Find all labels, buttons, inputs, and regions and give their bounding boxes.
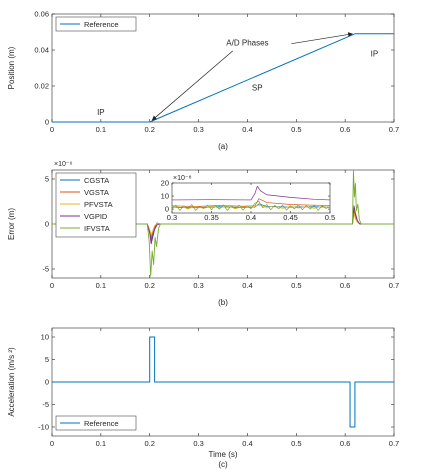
chart-b: 0 0.1 0.2 0.3 0.4 0.5 0.6 0.7-505 ×10⁻⁶ Error (… xyxy=(7,161,399,307)
chart-a-caption: (a) xyxy=(218,142,228,151)
chart-a-legend-label-reference: Reference xyxy=(84,20,119,29)
chart-b-inset-y-tick-label: 0 xyxy=(165,205,169,214)
chart-b-series-vgpid xyxy=(52,205,394,245)
chart-b-caption: (b) xyxy=(218,298,228,307)
chart-b-ticks: 0 0.1 0.2 0.3 0.4 0.5 0.6 0.7-505 xyxy=(42,170,399,290)
chart-a-x-tick-label: 0.2 xyxy=(144,125,154,134)
chart-c-ticks: 0 0.1 0.2 0.3 0.4 0.5 0.6 0.7 -10 -5 0 5 10 xyxy=(38,328,399,448)
chart-b-x-tick-label: 0.2 xyxy=(144,281,154,290)
chart-c-x-tick-label: 0.3 xyxy=(193,439,203,448)
chart-a: 0 0.1 0.2 0.3 0.4 0.5 0.6 0.7 0 0.02 0.04 0.06 A/D … xyxy=(7,10,399,152)
chart-b-x-tick-label: 0.5 xyxy=(291,281,301,290)
chart-c-legend-label-reference: Reference xyxy=(84,419,119,428)
chart-c-x-tick-label: 0.7 xyxy=(389,439,399,448)
chart-b-y-axis-label: Error (m) xyxy=(7,208,16,240)
chart-c-series-reference xyxy=(52,336,394,428)
chart-b-x-tick-label: 0.7 xyxy=(389,281,399,290)
chart-b-legend-label-ifvsta: IFVSTA xyxy=(84,224,110,233)
chart-b-inset-series-vgpid xyxy=(171,185,331,201)
chart-a-y-tick-label: 0 xyxy=(45,118,49,127)
chart-a-legend-box xyxy=(55,16,137,32)
chart-c: 0 0.1 0.2 0.3 0.4 0.5 0.6 0.7 -10 -5 0 5 10 Accelera… xyxy=(7,327,399,469)
chart-b-inset-x-tick-label: 0.45 xyxy=(283,213,298,222)
chart-b-x-tick-label: 0 xyxy=(50,281,54,290)
chart-b-inset-series xyxy=(171,185,331,211)
chart-a-annotation-ip: IP xyxy=(97,108,105,117)
chart-c-caption: (c) xyxy=(218,460,228,469)
chart-a-y-tick-label: 0.04 xyxy=(34,46,49,55)
chart-c-x-tick-label: 0.1 xyxy=(96,439,106,448)
chart-c-x-tick-label: 0.5 xyxy=(291,439,301,448)
chart-b-x-tick-label: 0.1 xyxy=(96,281,106,290)
chart-c-y-axis-label: Acceleration (m/s ²) xyxy=(7,347,16,417)
chart-a-x-tick-label: 0 xyxy=(50,125,54,134)
chart-c-legend: Reference xyxy=(55,415,137,431)
chart-c-y-tick-label: -10 xyxy=(38,423,49,432)
chart-b-legend-box xyxy=(55,172,137,238)
chart-c-legend-box xyxy=(55,415,137,431)
chart-c-x-tick-label: 0.4 xyxy=(242,439,252,448)
chart-b-legend-label-pfvsta: PFVSTA xyxy=(84,200,113,209)
chart-b-inset-series-pfvsta xyxy=(171,204,331,210)
chart-a-annotations: A/D Phases SP IP IP xyxy=(97,32,379,121)
chart-b-y-tick-label: 0 xyxy=(45,220,49,229)
chart-a-annotation-arrow xyxy=(291,32,353,45)
chart-a-x-tick-label: 0.1 xyxy=(96,125,106,134)
chart-a-annotation-a-d-phases: A/D Phases xyxy=(226,39,268,48)
chart-a-x-tick-label: 0.7 xyxy=(389,125,399,134)
chart-a-series xyxy=(52,33,394,123)
chart-b-series-pfvsta xyxy=(52,212,394,236)
chart-c-x-axis-label: Time (s) xyxy=(208,450,237,459)
chart-b-inset-x-tick-label: 0.35 xyxy=(204,213,219,222)
chart-b-inset-y-exponent: ×10⁻⁸ xyxy=(173,175,192,182)
chart-a-annotation-ip: IP xyxy=(371,49,379,58)
chart-a-series-reference xyxy=(52,33,394,123)
chart-b-inset-y-tick-label: 20 xyxy=(161,179,169,188)
chart-b-legend-label-vgpid: VGPID xyxy=(84,212,108,221)
chart-a-x-tick-label: 0.4 xyxy=(242,125,252,134)
chart-b-series xyxy=(52,170,394,277)
chart-a-legend: Reference xyxy=(55,16,137,32)
chart-b-inset-y-tick-label: 10 xyxy=(161,192,169,201)
chart-b-legend: CGSTA VGSTA PFVSTA VGPID IFVSTA xyxy=(55,172,137,238)
chart-c-y-tick-label: 0 xyxy=(45,378,49,387)
chart-b-inset-x-tick-label: 0.4 xyxy=(246,213,256,222)
chart-b-inset-x-tick-label: 0.3 xyxy=(167,213,177,222)
chart-a-y-tick-label: 0.02 xyxy=(34,82,49,91)
chart-c-x-tick-label: 0.2 xyxy=(144,439,154,448)
chart-c-y-tick-label: -5 xyxy=(42,400,49,409)
chart-a-y-tick-label: 0.06 xyxy=(34,10,49,19)
chart-a-annotation-arrow xyxy=(151,50,233,121)
chart-a-y-axis-label: Position (m) xyxy=(7,46,16,89)
chart-b-inset-x-tick-label: 0.5 xyxy=(325,213,335,222)
chart-b-y-exponent: ×10⁻⁶ xyxy=(54,161,73,168)
chart-a-x-tick-label: 0.3 xyxy=(193,125,203,134)
chart-b-inset-ticks: 0.3 0.35 0.4 0.45 0.5 0 10 20 xyxy=(161,179,336,223)
chart-b-x-tick-label: 0.3 xyxy=(193,281,203,290)
chart-c-series xyxy=(52,336,394,428)
chart-b-series-ifvsta xyxy=(52,170,394,277)
chart-a-ticks: 0 0.1 0.2 0.3 0.4 0.5 0.6 0.7 0 0.02 0.04 0.06 xyxy=(34,10,399,135)
chart-c-x-tick-label: 0 xyxy=(50,439,54,448)
chart-b-x-tick-label: 0.4 xyxy=(242,281,252,290)
chart-a-annotation-sp: SP xyxy=(252,84,263,93)
chart-b-legend-label-cgsta: CGSTA xyxy=(84,176,109,185)
chart-b-inset-series-ifvsta xyxy=(171,200,331,211)
chart-b-x-tick-label: 0.6 xyxy=(340,281,350,290)
chart-a-plot-area xyxy=(51,13,395,123)
chart-b-inset: 0.3 0.35 0.4 0.45 0.5 0 10 20 ×10⁻⁸ xyxy=(161,175,336,222)
chart-c-x-tick-label: 0.6 xyxy=(340,439,350,448)
chart-a-x-tick-label: 0.6 xyxy=(340,125,350,134)
chart-c-y-tick-label: 10 xyxy=(41,333,49,342)
chart-a-x-tick-label: 0.5 xyxy=(291,125,301,134)
chart-b-legend-label-vgsta: VGSTA xyxy=(84,188,109,197)
chart-c-y-tick-label: 5 xyxy=(45,355,49,364)
chart-b-y-tick-label: -5 xyxy=(42,265,49,274)
chart-b-y-tick-label: 5 xyxy=(45,175,49,184)
